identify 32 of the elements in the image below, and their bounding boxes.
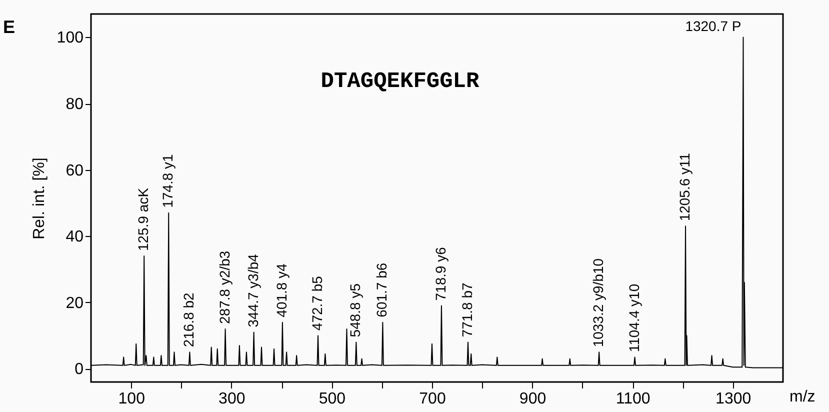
annotation: 401.8 y4 <box>273 263 290 318</box>
annotation: 771.8 b7 <box>458 282 475 338</box>
x-tick-label: 900 <box>519 390 546 408</box>
x-tick-label: 700 <box>419 390 446 408</box>
x-tick-label: 500 <box>318 390 346 408</box>
annotation: 718.9 y6 <box>432 246 448 301</box>
x-axis-title: m/z <box>790 388 816 406</box>
y-axis-title: Rel. int. [%] <box>30 158 48 240</box>
annotation: 601.7 b6 <box>374 262 390 318</box>
y-tick-label: 0 <box>74 361 84 378</box>
annotation: 287.8 y2/b3 <box>216 250 232 324</box>
annotation: 125.9 acK <box>135 187 152 252</box>
text: DTAGQEKFGGLR <box>320 69 480 94</box>
y-tick-label: 20 <box>66 294 84 312</box>
y-tick-label: 60 <box>66 162 84 180</box>
annotation: 1320.7 P <box>685 18 742 34</box>
annotation: 174.8 y1 <box>160 154 176 208</box>
x-tick-label: 1300 <box>716 390 752 408</box>
y-tick-label: 100 <box>56 30 84 47</box>
annotation: 1205.6 y11 <box>676 152 693 222</box>
annotation: 548.8 y5 <box>347 283 364 338</box>
annotation: 1033.2 y9/b10 <box>590 258 606 348</box>
annotation: 344.7 y3/b4 <box>244 254 261 328</box>
x-tick-label: 1100 <box>616 390 650 408</box>
annotation: 216.8 b2 <box>180 292 197 348</box>
x-tick-label: 100 <box>118 390 146 408</box>
text: E <box>3 17 16 37</box>
annotation: 472.7 b5 <box>309 276 326 331</box>
x-tick-label: 300 <box>218 390 246 408</box>
y-tick-label: 40 <box>66 228 84 246</box>
annotation: 1104.4 y10 <box>626 284 642 352</box>
y-tick-label: 80 <box>66 96 84 114</box>
